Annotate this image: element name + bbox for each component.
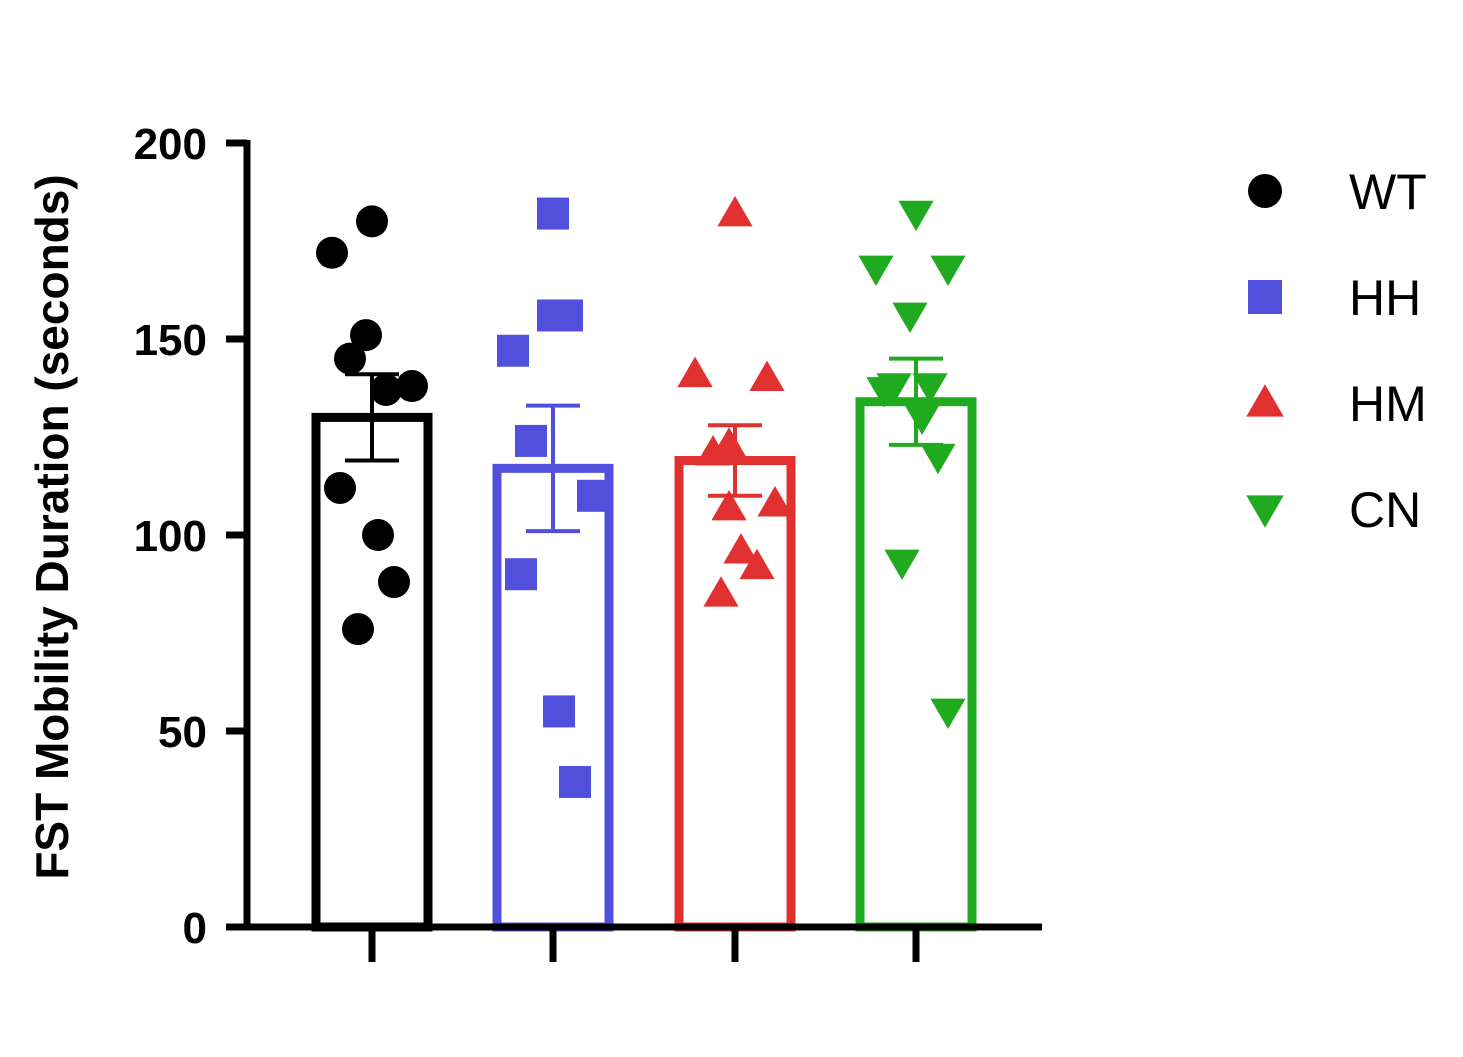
legend-label-wt: WT xyxy=(1349,164,1427,220)
bar-cn xyxy=(855,397,977,932)
data-point-wt xyxy=(342,613,374,646)
data-point-hm xyxy=(739,548,775,580)
data-point-wt xyxy=(362,519,394,551)
legend: WT HH HM CN xyxy=(1246,164,1427,538)
error-bars-layer xyxy=(345,356,943,534)
data-point-hm xyxy=(711,489,747,521)
y-tick-label: 0 xyxy=(183,904,207,953)
y-tick-label: 100 xyxy=(134,512,207,561)
data-point-wt xyxy=(350,319,382,352)
y-axis-label: FST Mobility Duration (seconds) xyxy=(26,174,78,879)
points-layer xyxy=(316,195,966,798)
data-point-hh xyxy=(537,299,569,332)
y-tick-label: 50 xyxy=(158,708,207,757)
data-point-cn xyxy=(920,443,956,475)
x-ticks-layer xyxy=(368,927,920,962)
data-point-cn xyxy=(866,377,902,408)
bars-layer xyxy=(311,397,977,932)
data-point-hh xyxy=(577,479,609,512)
data-point-hh xyxy=(559,765,591,798)
data-point-wt xyxy=(316,236,348,269)
data-point-cn xyxy=(892,302,928,334)
data-point-hm xyxy=(695,435,731,466)
data-point-wt xyxy=(324,471,356,504)
data-point-hh xyxy=(505,558,537,591)
data-point-hm xyxy=(717,195,753,227)
data-point-hm xyxy=(723,533,759,564)
data-point-cn xyxy=(898,200,934,232)
data-point-hm xyxy=(749,360,785,391)
legend-marker-wt xyxy=(1248,174,1282,208)
legend-marker-hh xyxy=(1248,280,1282,314)
data-point-wt xyxy=(378,566,410,599)
legend-label-cn: CN xyxy=(1349,482,1421,538)
data-point-hh xyxy=(515,424,547,457)
data-point-cn xyxy=(930,255,966,287)
legend-marker-cn xyxy=(1246,495,1284,528)
data-point-cn xyxy=(904,404,940,435)
y-tick-label: 200 xyxy=(134,120,207,169)
data-point-wt xyxy=(334,342,366,375)
data-point-wt xyxy=(396,370,428,403)
data-point-hm xyxy=(677,356,713,388)
legend-label-hh: HH xyxy=(1349,270,1421,326)
data-point-cn xyxy=(912,373,948,404)
legend-label-hm: HM xyxy=(1349,376,1427,432)
data-point-cn xyxy=(858,255,894,287)
data-point-wt xyxy=(356,205,388,238)
y-tick-label: 150 xyxy=(134,316,207,365)
data-point-cn xyxy=(930,698,966,729)
data-point-cn xyxy=(884,549,920,581)
data-point-hm xyxy=(703,576,739,607)
data-point-hh xyxy=(543,695,575,728)
data-point-hm xyxy=(757,486,793,517)
bar-hm xyxy=(674,456,796,932)
data-point-hh xyxy=(497,334,529,367)
legend-marker-hm xyxy=(1246,384,1284,417)
data-point-wt xyxy=(370,373,402,406)
data-point-hh xyxy=(537,197,569,230)
y-ticks-layer: 0 50 100 150 200 xyxy=(134,120,247,953)
